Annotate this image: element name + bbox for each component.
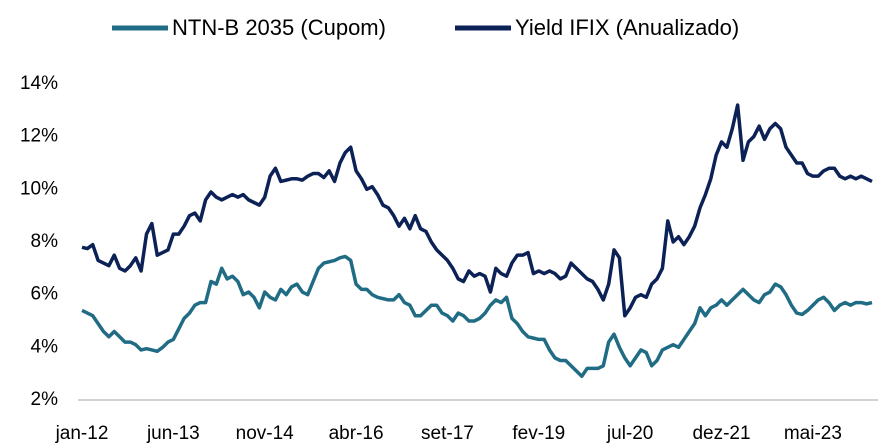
line-series: [81, 254, 873, 379]
y-tick-label: 8%: [31, 231, 59, 252]
x-tick-label: set-17: [421, 423, 474, 444]
x-tick-label: nov-14: [236, 423, 295, 444]
x-tick-label: fev-19: [512, 423, 565, 444]
x-tick-label: jan-12: [55, 423, 109, 444]
x-tick-label: jun-13: [146, 423, 200, 444]
x-tick-label: jul-20: [606, 423, 653, 444]
y-tick-label: 4%: [31, 336, 59, 357]
legend-label: NTN-B 2035 (Cupom): [172, 15, 386, 40]
y-tick-label: 14%: [20, 73, 58, 94]
y-tick-label: 10%: [20, 178, 58, 199]
y-tick-label: 12%: [20, 126, 58, 147]
x-tick-label: abr-16: [329, 423, 384, 444]
y-tick-label: 2%: [31, 389, 59, 410]
x-tick-label: dez-21: [692, 423, 750, 444]
y-tick-label: 6%: [31, 284, 59, 305]
x-tick-label: mai-23: [784, 423, 842, 444]
line-series: [81, 103, 873, 318]
legend-label: Yield IFIX (Anualizado): [515, 15, 739, 40]
